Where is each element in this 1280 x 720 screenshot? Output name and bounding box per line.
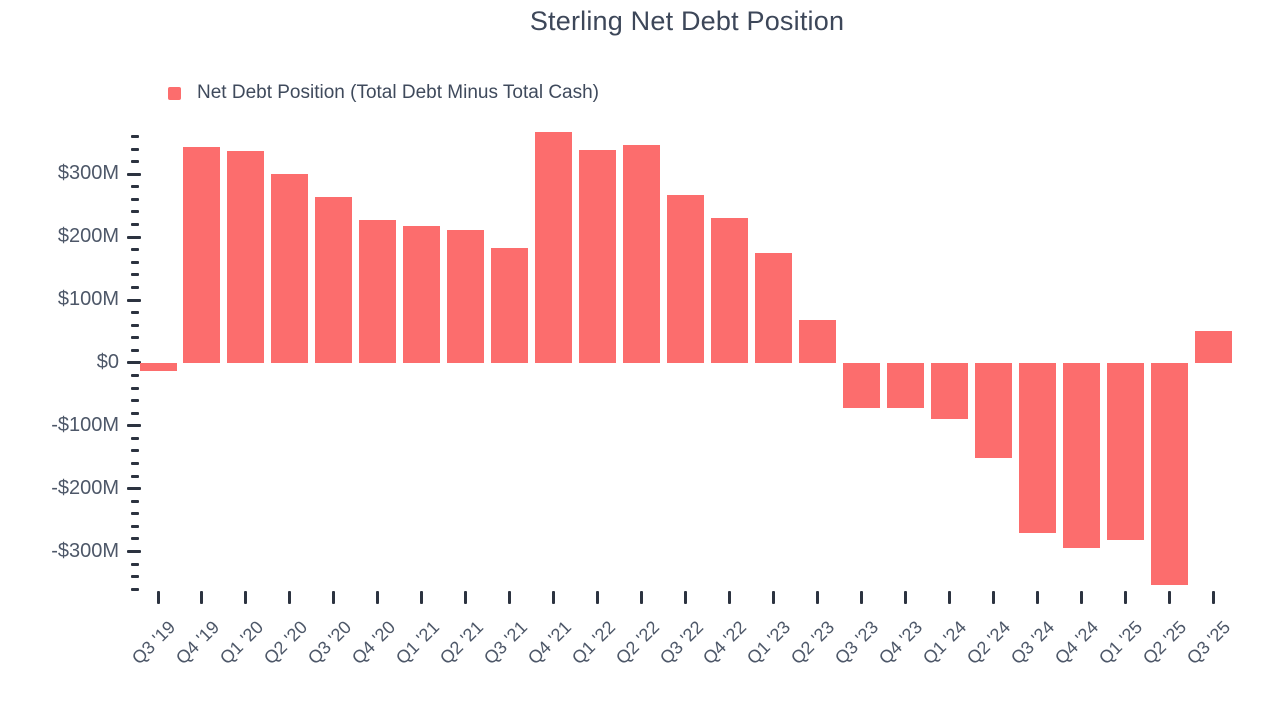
legend-item[interactable]: Net Debt Position (Total Debt Minus Tota…: [168, 82, 599, 104]
x-axis-tick: [684, 591, 688, 604]
y-axis-label: $100M: [57, 288, 119, 310]
x-axis-tick: [991, 591, 995, 604]
y-axis-minor-tick: [131, 147, 139, 151]
y-axis-minor-tick: [131, 386, 139, 390]
bar-q1-23[interactable]: [754, 252, 792, 363]
y-axis-minor-tick: [131, 575, 139, 579]
x-axis-tick: [596, 591, 600, 604]
x-axis-tick: [552, 591, 556, 604]
y-axis-minor-tick: [131, 461, 139, 465]
legend-label: Net Debt Position (Total Debt Minus Tota…: [197, 82, 599, 103]
y-axis-minor-tick: [131, 512, 139, 516]
y-axis-label: -$100M: [51, 413, 119, 436]
bar-q4-21[interactable]: [535, 132, 573, 363]
bar-q1-22[interactable]: [579, 149, 617, 363]
y-axis-label: $300M: [57, 162, 119, 185]
y-axis-minor-tick: [131, 411, 139, 415]
y-axis-minor-tick: [131, 373, 139, 377]
bar-q4-23[interactable]: [886, 362, 924, 409]
bar-q1-20[interactable]: [227, 151, 265, 363]
bar-q1-21[interactable]: [403, 225, 441, 363]
x-axis-tick: [508, 591, 512, 604]
bar-q3-24[interactable]: [1018, 362, 1056, 533]
y-axis-minor-tick: [131, 248, 139, 252]
bar-q2-24[interactable]: [974, 362, 1012, 459]
y-axis-minor-tick: [131, 185, 139, 189]
y-axis-label: $0: [96, 350, 119, 373]
y-axis-minor-tick: [131, 285, 139, 289]
y-axis-minor-tick: [131, 348, 139, 352]
y-axis-label: -$300M: [51, 539, 119, 562]
chart-title: Sterling Net Debt Position: [529, 6, 845, 36]
x-axis-tick: [815, 591, 819, 604]
y-axis-minor-tick: [131, 474, 139, 478]
x-axis-tick: [200, 591, 204, 604]
legend-swatch-icon: [168, 86, 181, 100]
y-axis-minor-tick: [131, 436, 139, 440]
x-axis-tick: [1079, 591, 1083, 604]
y-axis-minor-tick: [131, 562, 139, 566]
y-axis-minor-tick: [131, 311, 139, 315]
y-axis-minor-tick: [131, 160, 139, 164]
x-axis-tick: [244, 591, 248, 604]
y-axis-major-tick: [127, 172, 141, 176]
x-axis-tick: [947, 591, 951, 604]
y-axis-minor-tick: [131, 323, 139, 327]
y-axis-minor-tick: [131, 499, 139, 503]
y-axis-minor-tick: [131, 399, 139, 403]
y-axis-major-tick: [127, 361, 141, 365]
x-axis-tick: [771, 591, 775, 604]
x-axis-tick: [1035, 591, 1039, 604]
x-axis-tick: [464, 591, 468, 604]
y-axis-minor-tick: [131, 260, 139, 264]
bar-q3-19[interactable]: [139, 362, 177, 372]
x-axis-tick: [156, 591, 160, 604]
y-axis-label: -$200M: [51, 476, 119, 499]
bar-q3-23[interactable]: [842, 362, 880, 408]
x-axis-tick: [1123, 591, 1127, 604]
x-axis-tick: [727, 591, 731, 604]
y-axis-minor-tick: [131, 449, 139, 453]
y-axis-minor-tick: [131, 524, 139, 528]
y-axis-minor-tick: [131, 135, 139, 139]
y-axis-minor-tick: [131, 587, 139, 591]
bar-q1-25[interactable]: [1106, 362, 1144, 540]
bar-q2-20[interactable]: [271, 173, 309, 363]
y-axis-minor-tick: [131, 210, 139, 214]
x-axis-tick: [376, 591, 380, 604]
bar-q4-19[interactable]: [183, 146, 221, 363]
y-axis-minor-tick: [131, 537, 139, 541]
x-axis-tick: [288, 591, 292, 604]
bar-q3-25[interactable]: [1194, 330, 1232, 363]
bar-q2-22[interactable]: [623, 144, 661, 363]
bar-q3-21[interactable]: [491, 248, 529, 363]
bar-q4-22[interactable]: [710, 217, 748, 363]
x-axis-tick: [859, 591, 863, 604]
bar-q4-24[interactable]: [1062, 362, 1100, 549]
x-axis-tick: [332, 591, 336, 604]
bar-q3-20[interactable]: [315, 196, 353, 363]
y-axis-major-tick: [127, 487, 141, 491]
y-axis-minor-tick: [131, 223, 139, 227]
bar-q2-21[interactable]: [447, 230, 485, 363]
bar-q3-22[interactable]: [667, 195, 705, 363]
x-axis-tick: [640, 591, 644, 604]
y-axis-major-tick: [127, 424, 141, 428]
y-axis-major-tick: [127, 550, 141, 553]
bar-q2-23[interactable]: [798, 320, 836, 363]
bar-q1-24[interactable]: [930, 362, 968, 420]
y-axis-minor-tick: [131, 273, 139, 277]
bar-q4-20[interactable]: [359, 220, 397, 363]
x-axis-tick: [1211, 591, 1215, 604]
y-axis-minor-tick: [131, 197, 139, 201]
y-axis-major-tick: [127, 235, 141, 239]
y-axis-major-tick: [127, 298, 141, 302]
y-axis-label: $200M: [57, 225, 119, 248]
x-axis-tick: [1167, 591, 1171, 604]
bar-q2-25[interactable]: [1150, 362, 1188, 586]
y-axis-minor-tick: [131, 336, 139, 340]
x-axis-tick: [903, 591, 907, 604]
x-axis-tick: [420, 591, 424, 604]
